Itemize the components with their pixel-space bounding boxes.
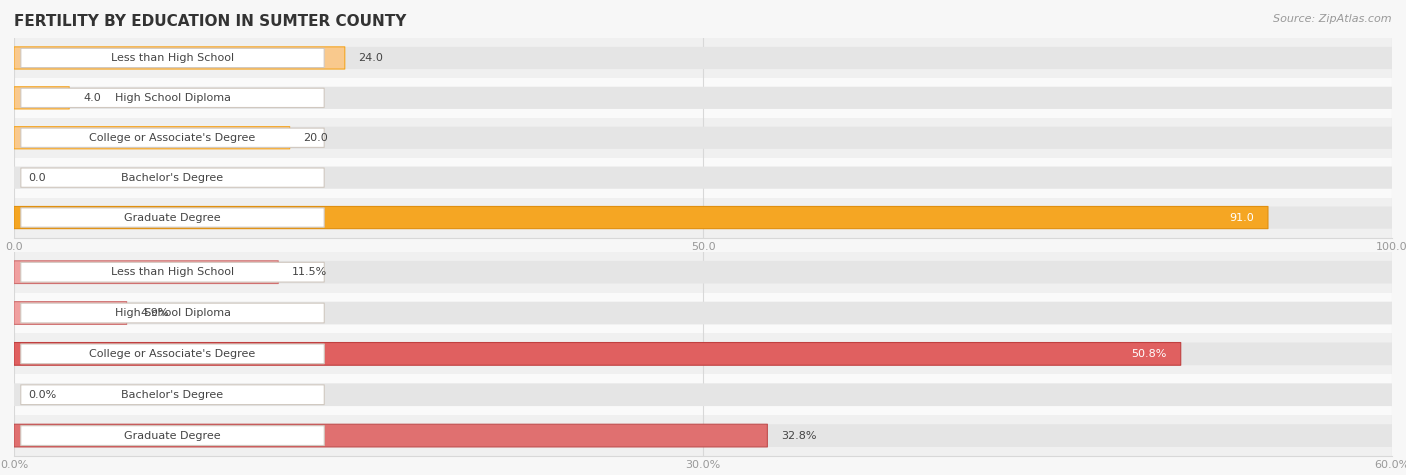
FancyBboxPatch shape [14, 127, 290, 149]
Text: Bachelor's Degree: Bachelor's Degree [121, 172, 224, 183]
Text: College or Associate's Degree: College or Associate's Degree [90, 349, 256, 359]
Bar [14, 198, 1392, 238]
FancyBboxPatch shape [14, 261, 1392, 284]
Text: 0.0: 0.0 [28, 172, 45, 183]
FancyBboxPatch shape [21, 88, 325, 107]
Bar [14, 158, 1392, 198]
FancyBboxPatch shape [14, 424, 1392, 447]
Text: FERTILITY BY EDUCATION IN SUMTER COUNTY: FERTILITY BY EDUCATION IN SUMTER COUNTY [14, 14, 406, 29]
Text: 20.0: 20.0 [304, 133, 328, 143]
Text: 0.0%: 0.0% [28, 390, 56, 400]
FancyBboxPatch shape [14, 342, 1392, 365]
Text: High School Diploma: High School Diploma [114, 93, 231, 103]
FancyBboxPatch shape [21, 426, 325, 446]
FancyBboxPatch shape [14, 47, 344, 69]
FancyBboxPatch shape [14, 207, 1268, 228]
FancyBboxPatch shape [14, 167, 1392, 189]
FancyBboxPatch shape [14, 383, 1392, 406]
Bar [14, 333, 1392, 374]
Text: High School Diploma: High School Diploma [114, 308, 231, 318]
FancyBboxPatch shape [21, 208, 325, 227]
FancyBboxPatch shape [14, 47, 1392, 69]
Bar [14, 374, 1392, 415]
Text: 50.8%: 50.8% [1132, 349, 1167, 359]
FancyBboxPatch shape [21, 385, 325, 405]
FancyBboxPatch shape [14, 87, 1392, 109]
FancyBboxPatch shape [14, 87, 69, 109]
FancyBboxPatch shape [14, 302, 127, 324]
FancyBboxPatch shape [14, 261, 278, 284]
Text: 4.9%: 4.9% [141, 308, 169, 318]
FancyBboxPatch shape [21, 128, 325, 147]
Text: Less than High School: Less than High School [111, 53, 233, 63]
FancyBboxPatch shape [21, 303, 325, 323]
Text: College or Associate's Degree: College or Associate's Degree [90, 133, 256, 143]
Text: Bachelor's Degree: Bachelor's Degree [121, 390, 224, 400]
Text: Source: ZipAtlas.com: Source: ZipAtlas.com [1274, 14, 1392, 24]
FancyBboxPatch shape [14, 302, 1392, 324]
FancyBboxPatch shape [14, 342, 1181, 365]
FancyBboxPatch shape [14, 127, 1392, 149]
Bar [14, 38, 1392, 78]
Text: 11.5%: 11.5% [292, 267, 328, 277]
FancyBboxPatch shape [21, 344, 325, 364]
FancyBboxPatch shape [14, 207, 1392, 228]
FancyBboxPatch shape [14, 424, 768, 447]
Text: 91.0: 91.0 [1229, 212, 1254, 223]
Text: 32.8%: 32.8% [782, 430, 817, 441]
Bar [14, 415, 1392, 456]
Bar [14, 118, 1392, 158]
Bar [14, 252, 1392, 293]
FancyBboxPatch shape [21, 48, 325, 67]
FancyBboxPatch shape [21, 168, 325, 187]
Text: Graduate Degree: Graduate Degree [124, 430, 221, 441]
Text: Less than High School: Less than High School [111, 267, 233, 277]
Text: 4.0: 4.0 [83, 93, 101, 103]
Text: Graduate Degree: Graduate Degree [124, 212, 221, 223]
Text: 24.0: 24.0 [359, 53, 384, 63]
Bar [14, 293, 1392, 333]
Bar [14, 78, 1392, 118]
FancyBboxPatch shape [21, 262, 325, 282]
